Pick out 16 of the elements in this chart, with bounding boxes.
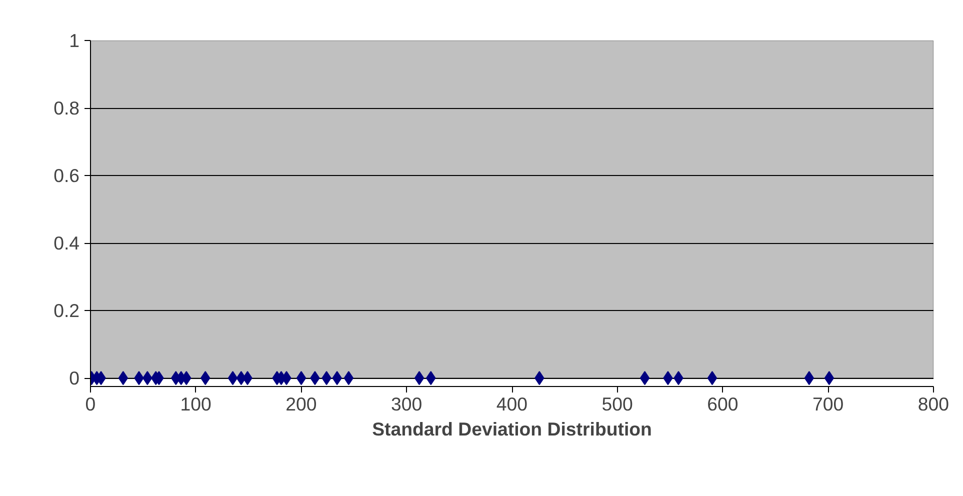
x-tick-label: 800 (918, 394, 950, 414)
y-tick-label: 0.4 (54, 232, 80, 254)
x-tick-label: 100 (180, 394, 212, 414)
y-tick-label: 1 (69, 30, 80, 51)
x-tick-label: 300 (391, 394, 422, 414)
x-tick-label: 500 (602, 394, 633, 414)
x-tick-label: 0 (85, 394, 96, 414)
y-tick-label: 0.6 (54, 165, 80, 186)
y-tick-label: 0 (69, 368, 80, 389)
x-tick-label: 400 (496, 394, 528, 414)
y-tick-label: 0.2 (54, 300, 80, 322)
x-tick-label: 600 (707, 394, 738, 414)
x-tick-label: 200 (286, 394, 317, 414)
x-axis-title: Standard Deviation Distribution (372, 418, 652, 440)
y-tick-label: 0.8 (54, 98, 80, 119)
x-tick-label: 700 (812, 394, 844, 414)
